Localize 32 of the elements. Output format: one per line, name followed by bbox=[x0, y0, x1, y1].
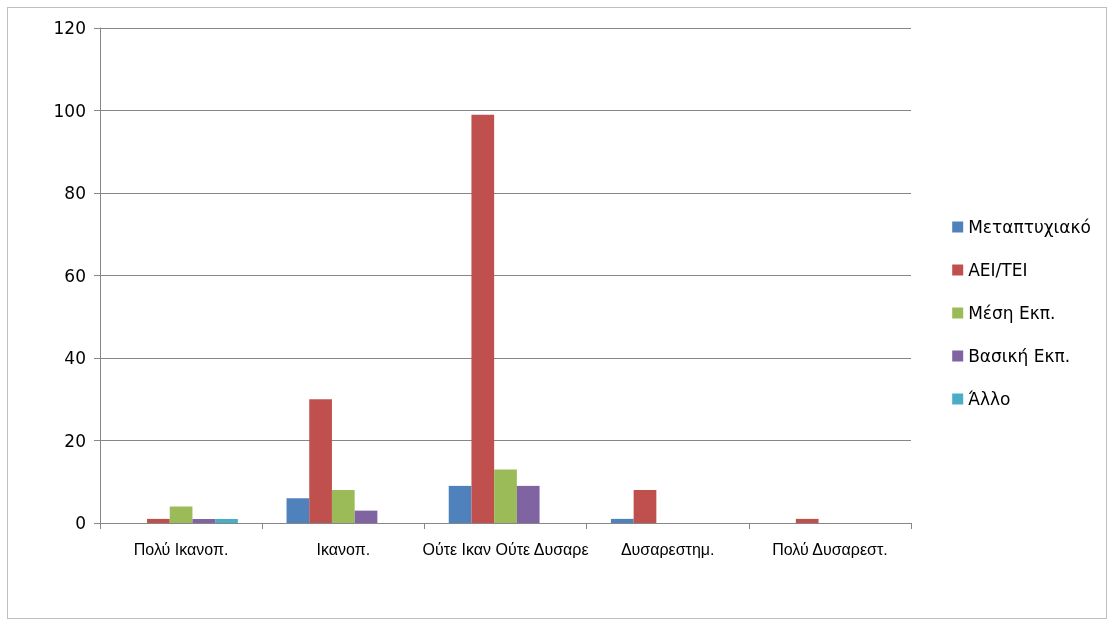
bar bbox=[795, 518, 819, 523]
x-tick-label: Ικανοπ. bbox=[316, 540, 371, 558]
bar bbox=[494, 469, 517, 523]
bar bbox=[147, 518, 170, 523]
x-tick-label: Πολύ Ικανοπ. bbox=[133, 540, 229, 558]
legend-label: Μέση Εκπ. bbox=[968, 303, 1056, 323]
bar bbox=[516, 485, 540, 523]
x-tick-label: Ούτε Ικαν Ούτε Δυσαρε bbox=[422, 540, 589, 558]
bar bbox=[215, 518, 238, 523]
bar bbox=[633, 490, 657, 523]
x-tick-label: Πολύ Δυσαρεστ. bbox=[772, 540, 888, 558]
y-tick-label: 40 bbox=[64, 348, 86, 368]
legend-label: Άλλο bbox=[968, 389, 1011, 409]
x-tick-label: Δυσαρεστημ. bbox=[620, 540, 715, 558]
legend-label: Βασική Εκπ. bbox=[968, 346, 1071, 366]
bar bbox=[610, 518, 634, 523]
y-tick-label: 60 bbox=[64, 265, 86, 286]
y-tick-label: 80 bbox=[64, 183, 86, 203]
bar bbox=[331, 490, 355, 523]
bar bbox=[192, 518, 216, 523]
bar bbox=[286, 498, 310, 523]
legend-label: ΑΕΙ/ΤΕΙ bbox=[968, 260, 1028, 280]
bar bbox=[309, 399, 332, 523]
legend-label: Μεταπτυχιακό bbox=[968, 217, 1092, 237]
bar bbox=[448, 485, 472, 523]
bar bbox=[354, 510, 378, 523]
y-tick-label: 100 bbox=[53, 100, 86, 121]
y-tick-label: 0 bbox=[75, 513, 86, 533]
y-tick-label: 20 bbox=[64, 430, 86, 451]
bar bbox=[471, 114, 495, 523]
y-tick-label: 120 bbox=[53, 18, 86, 38]
bar bbox=[169, 506, 193, 523]
